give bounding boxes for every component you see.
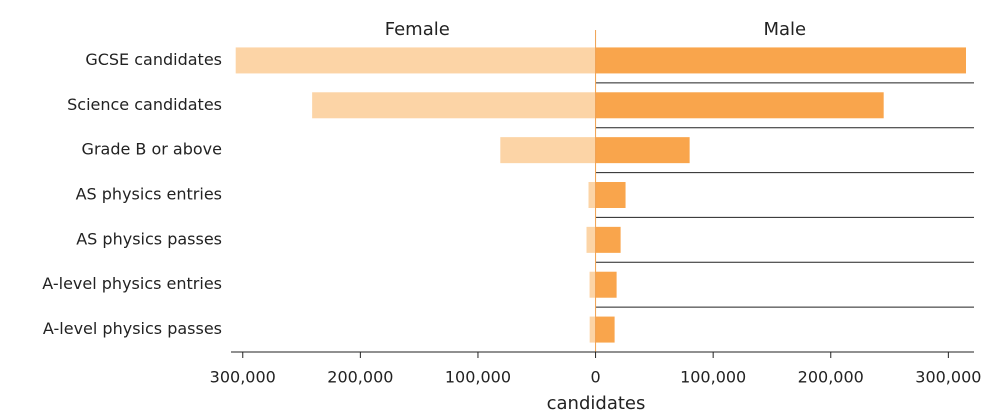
bar [595,47,966,74]
x-tick-label: 100,000 [680,368,746,387]
bar [595,316,615,343]
y-tick-label: AS physics entries [76,185,222,204]
y-tick-label: A-level physics entries [42,274,222,293]
x-axis-label: candidates [547,393,646,414]
bar [586,226,596,253]
bar [500,137,596,164]
y-tick-label: AS physics passes [76,229,222,248]
bar [595,271,617,298]
x-tick-label: 200,000 [798,368,864,387]
y-tick-label: Science candidates [67,95,222,114]
x-tick-label: 200,000 [327,368,393,387]
x-tick-label: 100,000 [445,368,511,387]
bar [595,137,690,164]
bar [312,92,596,119]
x-tick-label: 300,000 [210,368,276,387]
bar [595,182,626,208]
legend-label: Female [385,19,450,40]
x-tick-label: 0 [590,368,600,387]
x-tick-label: 300,000 [915,368,981,387]
y-tick-label: GCSE candidates [85,50,222,69]
y-tick-label: Grade B or above [82,140,222,159]
bar [589,271,596,298]
bar [235,47,596,74]
legend-label: Male [763,19,806,40]
bar [588,182,596,208]
y-tick-label: A-level physics passes [43,319,222,338]
bar [589,316,596,343]
bar [595,92,884,119]
bar [595,226,621,253]
